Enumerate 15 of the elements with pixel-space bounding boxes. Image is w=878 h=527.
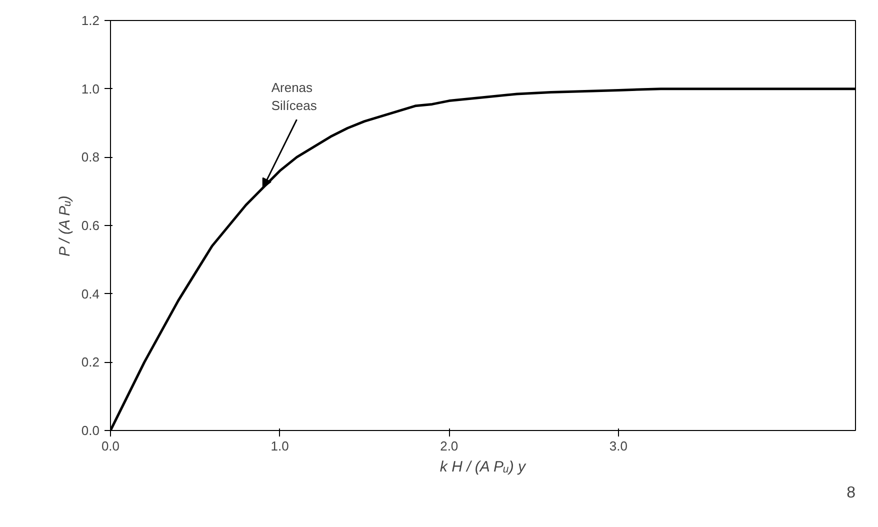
text: 8 xyxy=(846,484,856,502)
x-tick-label: 3.0 xyxy=(609,438,628,454)
y-tick-label: 0.6 xyxy=(81,218,100,233)
x-axis-title: k H / (A Pᵤ) y xyxy=(440,458,528,476)
y-tick-label: 1.0 xyxy=(81,81,100,96)
y-tick-label: 0.8 xyxy=(81,150,100,165)
x-tick-label: 2.0 xyxy=(440,438,458,454)
y-axis-title: P / (A Pᵤ) xyxy=(56,196,74,256)
y-tick-label: 0.2 xyxy=(81,354,100,370)
annotation: Arenas Silíceas xyxy=(271,80,318,113)
x-tick-label: 1.0 xyxy=(270,438,289,454)
y-tick-label: 0.0 xyxy=(81,423,100,438)
y-tick-label: 1.2 xyxy=(81,13,100,28)
x-tick-label: 0.0 xyxy=(101,438,120,454)
y-tick-label: 0.4 xyxy=(81,286,100,302)
